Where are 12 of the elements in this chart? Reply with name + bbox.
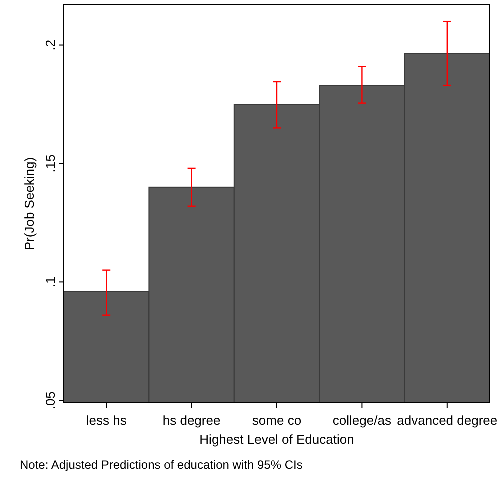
x-axis-title: Highest Level of Education [200, 432, 354, 447]
x-tick-label: some co [252, 413, 302, 428]
x-tick-label: hs degree [162, 413, 221, 428]
x-tick-label: less hs [86, 413, 128, 428]
x-tick-label: college/as [332, 413, 392, 428]
y-axis-title: Pr(Job Seeking) [22, 157, 37, 251]
y-tick-label: .2 [43, 40, 58, 51]
y-tick-label: .1 [43, 276, 58, 288]
text: Note: Adjusted Predictions of education with 95% CIs [20, 458, 303, 472]
x-tick-label: advanced degree [397, 413, 498, 428]
y-tick-label: .15 [43, 154, 58, 173]
y-tick-label: .05 [43, 392, 58, 410]
